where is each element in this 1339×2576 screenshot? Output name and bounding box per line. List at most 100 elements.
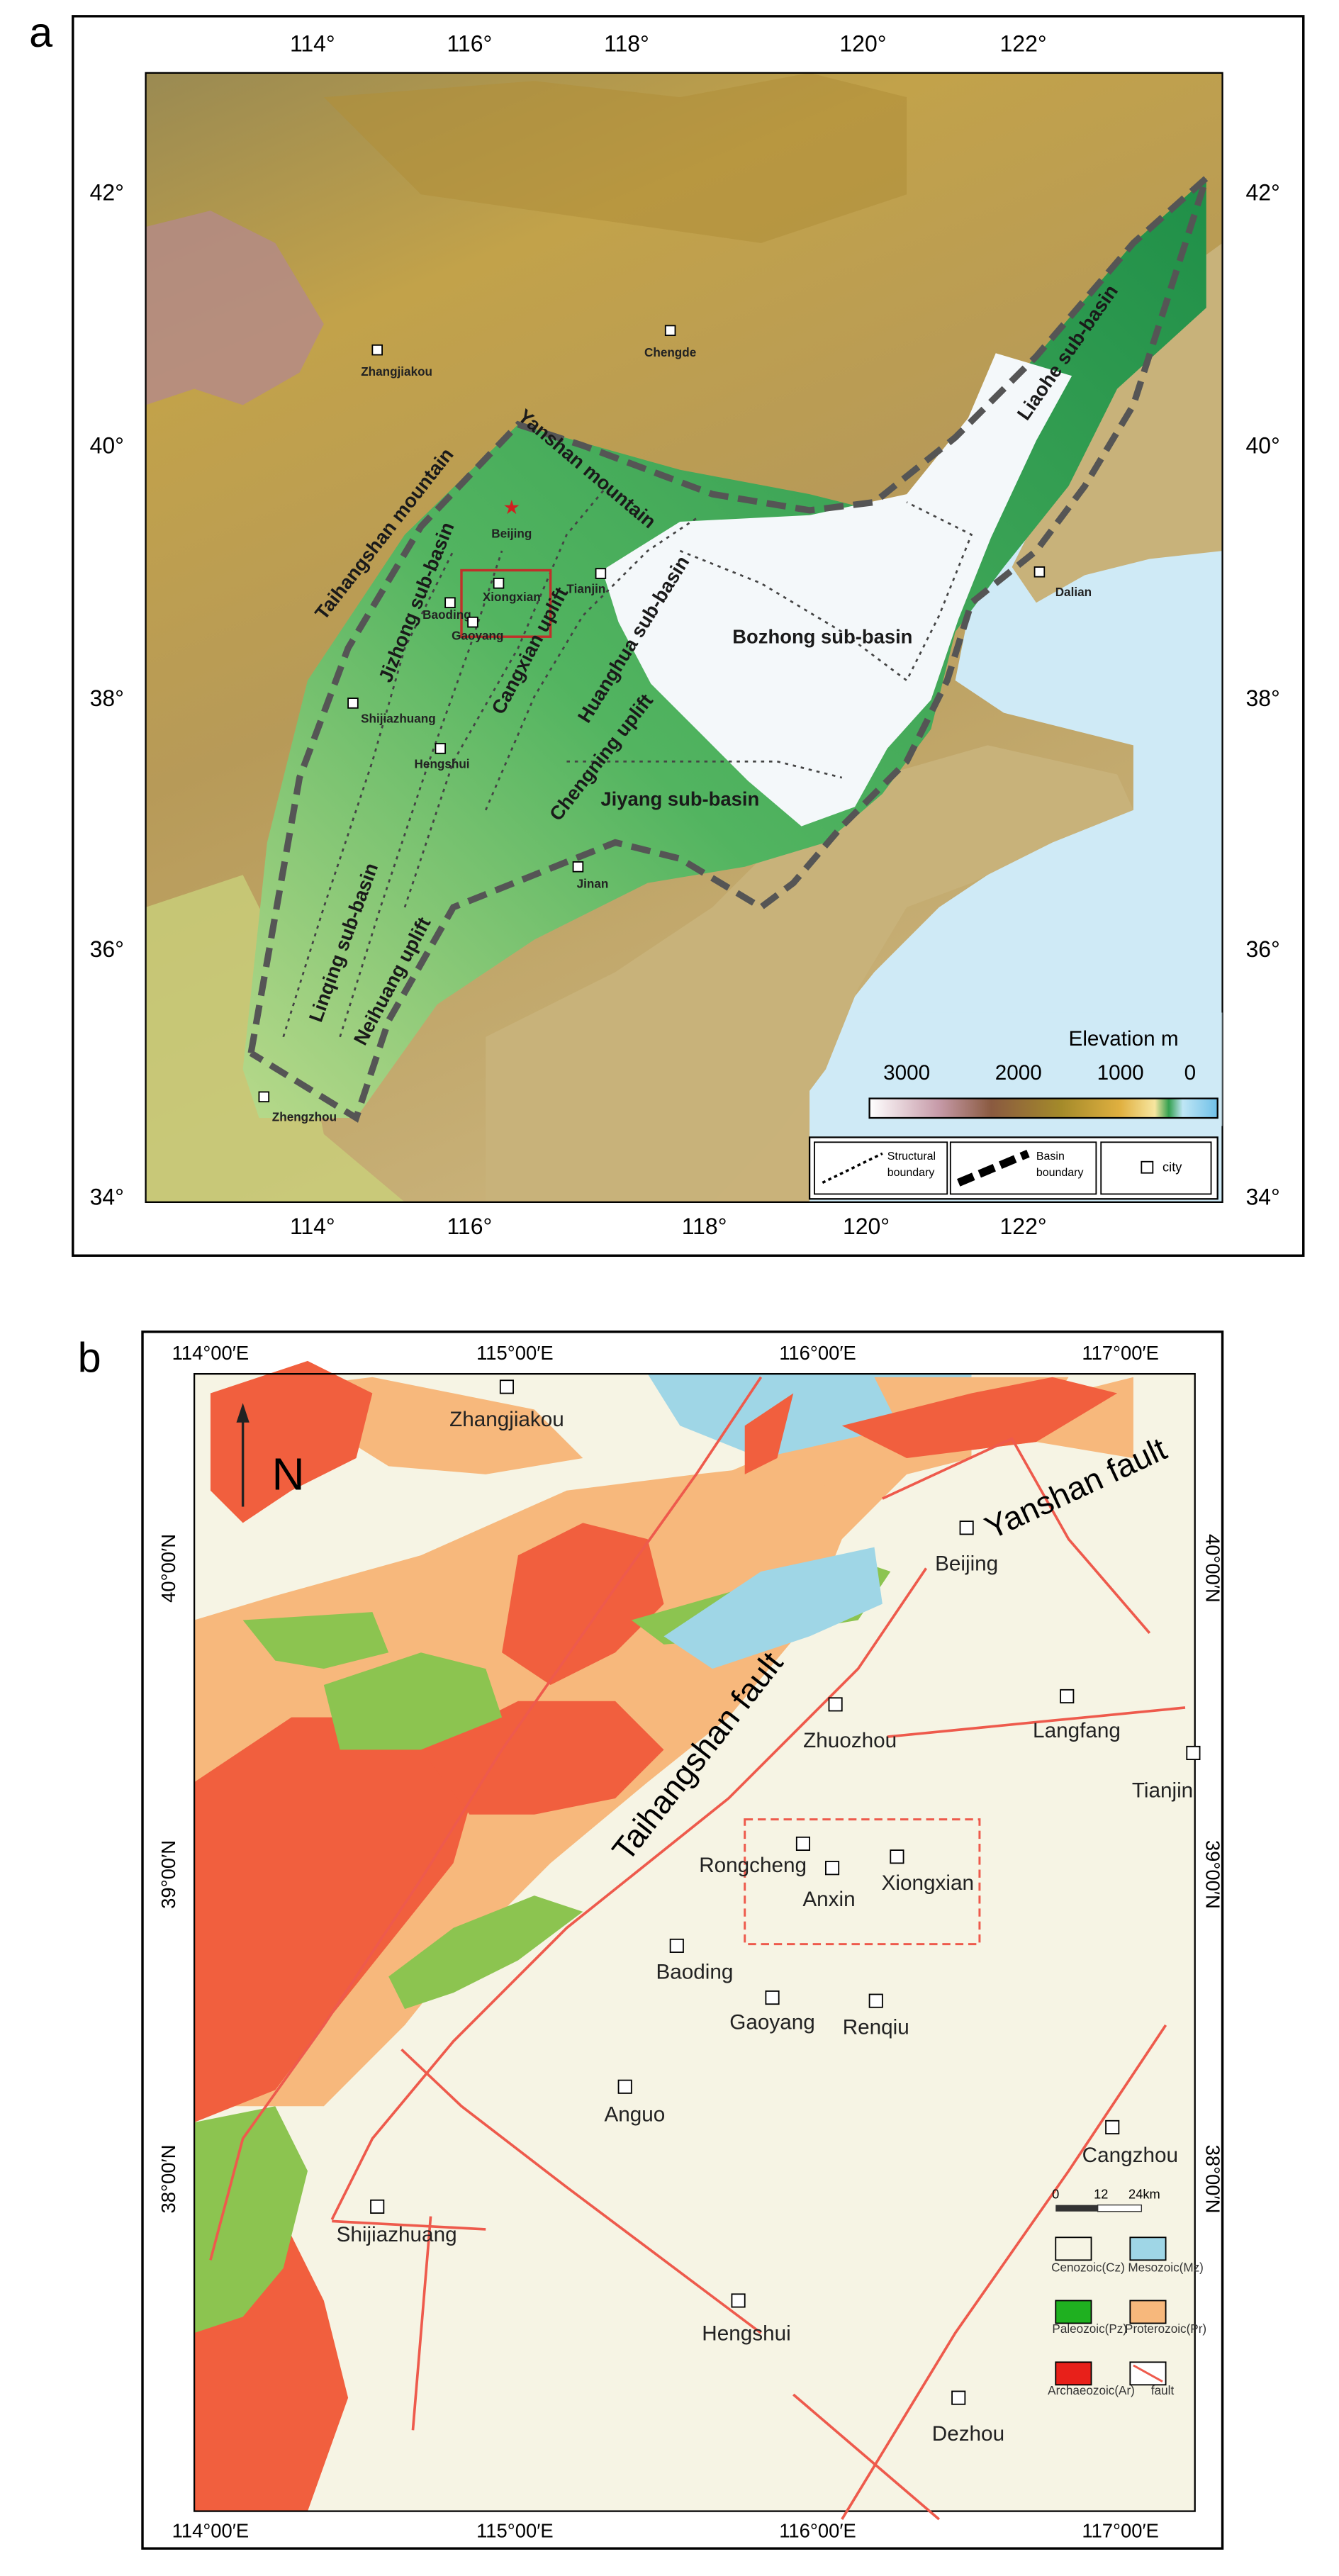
lat-tick-label: 36° bbox=[1245, 936, 1279, 962]
lat-tick-label: 34° bbox=[90, 1185, 124, 1210]
lat-tick-label: 40°00′N bbox=[157, 1534, 179, 1603]
city-label: Tianjin bbox=[1132, 1779, 1193, 1803]
legend-label: Archaeozoic(Ar) bbox=[1048, 2383, 1135, 2397]
city-label: Anguo bbox=[604, 2103, 665, 2127]
lat-tick-label: 34° bbox=[1245, 1185, 1279, 1210]
lat-tick-label: 38°00′N bbox=[1201, 2145, 1223, 2214]
city-marker bbox=[795, 1836, 810, 1851]
city-label: Shijiazhuang bbox=[361, 711, 436, 725]
city-marker bbox=[572, 861, 584, 873]
archaeozoic bbox=[841, 1377, 1118, 1458]
elevation-tick-label: 2000 bbox=[995, 1061, 1042, 1085]
elevation-bar bbox=[868, 1097, 1218, 1119]
map-a-frame bbox=[145, 72, 1223, 1204]
city-marker bbox=[370, 2199, 385, 2214]
city-label: Hengshui bbox=[415, 756, 470, 771]
fault bbox=[887, 1706, 1186, 1738]
legend-label: Proterozoic(Pr) bbox=[1125, 2322, 1206, 2336]
city-label: Zhangjiakou bbox=[449, 1408, 564, 1431]
structural-boundary bbox=[679, 501, 973, 683]
city-label: Gaoyang bbox=[452, 629, 503, 643]
legend-label: Basin bbox=[1036, 1150, 1065, 1163]
structural-boundary bbox=[403, 485, 608, 908]
city-label: Langfang bbox=[1033, 1719, 1121, 1742]
paleozoic bbox=[242, 1612, 389, 1669]
study-area bbox=[460, 569, 552, 638]
legend-cell bbox=[1100, 1141, 1212, 1195]
bohai-sea bbox=[602, 353, 1072, 827]
city-marker bbox=[467, 616, 478, 628]
legend-structural bbox=[822, 1152, 883, 1184]
city-marker bbox=[444, 597, 456, 608]
lat-tick-label: 38° bbox=[90, 685, 124, 711]
city-marker bbox=[825, 1861, 840, 1876]
paleozoic bbox=[388, 1895, 583, 2010]
north-arrow-head bbox=[236, 1403, 250, 1423]
lat-tick-label: 40° bbox=[1245, 432, 1279, 458]
mesozoic bbox=[663, 1547, 883, 1669]
city-label: Gaoyang bbox=[729, 2010, 814, 2034]
city-marker bbox=[765, 1990, 780, 2005]
city-marker bbox=[868, 1993, 883, 2008]
city-label: Zhuozhou bbox=[803, 1729, 897, 1752]
city-label: Beijing bbox=[491, 527, 532, 541]
legend-fault bbox=[1133, 2364, 1163, 2383]
city-label: Zhangjiakou bbox=[361, 364, 432, 379]
structural-boundary bbox=[566, 760, 843, 779]
lon-tick-label: 122° bbox=[1000, 30, 1047, 56]
city-marker bbox=[731, 2293, 746, 2308]
city-marker bbox=[669, 1938, 684, 1953]
city-label: Baoding bbox=[422, 607, 471, 622]
legend-swatch bbox=[1129, 2300, 1167, 2324]
lon-tick-label: 118° bbox=[682, 1214, 727, 1239]
city-label: Cangzhou bbox=[1082, 2144, 1178, 2167]
city-label: Jinan bbox=[577, 876, 609, 890]
legend-label: Structural bbox=[887, 1150, 936, 1163]
legend-city bbox=[1141, 1160, 1154, 1174]
legend-label: boundary bbox=[887, 1167, 935, 1179]
mountain-high bbox=[145, 211, 324, 405]
archaeozoic bbox=[502, 1523, 664, 1685]
legend-label: Mesozoic(Mz) bbox=[1128, 2260, 1204, 2274]
legend-swatch bbox=[1055, 2300, 1092, 2324]
scale-bar bbox=[1097, 2204, 1143, 2212]
city-marker bbox=[617, 2079, 632, 2094]
lon-tick-label: 114°00′E bbox=[172, 2520, 250, 2542]
elevation-tick-label: 0 bbox=[1184, 1061, 1197, 1085]
shandong bbox=[486, 745, 1133, 1202]
panel-label: b bbox=[78, 1334, 101, 1382]
lat-tick-label: 36° bbox=[90, 936, 124, 962]
city-label: Anxin bbox=[802, 1888, 855, 1911]
basin-boundary bbox=[247, 167, 1214, 1123]
lon-tick-label: 120° bbox=[843, 1214, 890, 1239]
panel-label: a bbox=[29, 9, 53, 56]
lon-tick-label: 116° bbox=[447, 30, 493, 56]
city-label: Rongcheng bbox=[699, 1854, 807, 1877]
legend-basin bbox=[957, 1150, 1030, 1187]
region-label: Bozhong sub-basin bbox=[732, 626, 912, 648]
fault bbox=[332, 2219, 486, 2231]
lat-tick-label: 42° bbox=[90, 180, 124, 206]
scale-label: 24km bbox=[1128, 2187, 1160, 2202]
city-marker bbox=[1105, 2119, 1120, 2134]
legend-cell bbox=[814, 1141, 948, 1195]
lon-tick-label: 117°00′E bbox=[1082, 1342, 1159, 1364]
archaeozoic bbox=[210, 1360, 373, 1523]
lon-tick-label: 115°00′E bbox=[476, 1342, 554, 1364]
lat-tick-label: 40°00′N bbox=[1201, 1534, 1223, 1603]
lon-tick-label: 115°00′E bbox=[476, 2520, 554, 2542]
scale-bar bbox=[1055, 2205, 1098, 2212]
city-label: Beijing bbox=[935, 1552, 998, 1576]
legend-cell bbox=[949, 1141, 1097, 1195]
fault bbox=[400, 2048, 762, 2334]
fault bbox=[411, 2216, 432, 2431]
elevation-tick-label: 3000 bbox=[883, 1061, 930, 1085]
legend-swatch bbox=[1055, 2236, 1092, 2261]
paleozoic bbox=[323, 1652, 503, 1750]
structural-boundary bbox=[339, 550, 503, 1038]
lon-tick-label: 114° bbox=[290, 1214, 335, 1239]
city-label: Dezhou bbox=[932, 2422, 1004, 2446]
city-label: Baoding bbox=[656, 1961, 733, 1984]
